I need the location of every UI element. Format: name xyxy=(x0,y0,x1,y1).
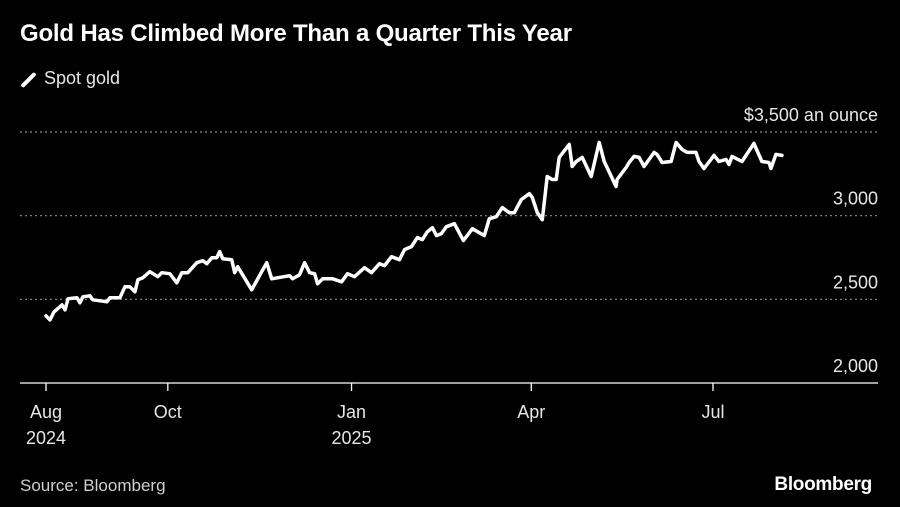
legend: Spot gold xyxy=(20,68,120,89)
y-tick-label: 2,500 xyxy=(833,272,878,292)
y-tick-label: $3,500 an ounce xyxy=(744,105,878,125)
x-tick-label: Jul xyxy=(701,402,724,422)
source-note: Source: Bloomberg xyxy=(20,476,166,495)
series-line-spot-gold xyxy=(44,140,784,322)
x-tick-label: Oct xyxy=(154,402,182,422)
x-tick-label: Apr xyxy=(517,402,545,422)
chart-title: Gold Has Climbed More Than a Quarter Thi… xyxy=(20,20,572,47)
x-tick-year-label: 2024 xyxy=(26,428,66,448)
legend-label-spot-gold: Spot gold xyxy=(44,68,121,88)
x-tick-year-label: 2025 xyxy=(332,428,372,448)
y-tick-label: 2,000 xyxy=(833,356,878,376)
y-tick-label: 3,000 xyxy=(833,189,878,209)
x-tick-label: Jan xyxy=(337,402,366,422)
bloomberg-logo: Bloomberg xyxy=(774,474,872,495)
x-tick-label: Aug xyxy=(30,402,62,422)
